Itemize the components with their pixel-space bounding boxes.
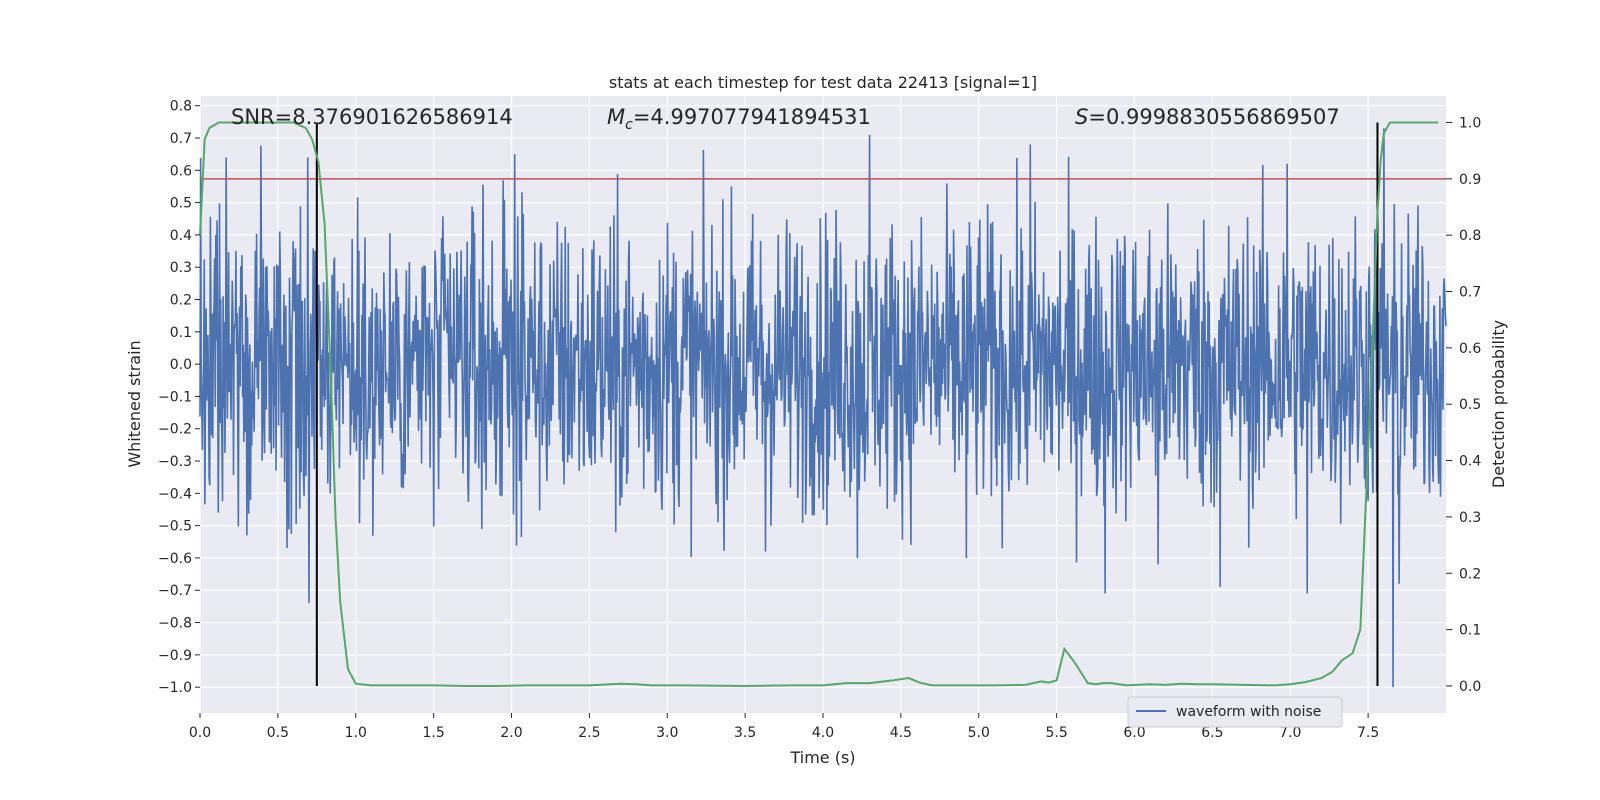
- y2-tick-label: 0.8: [1459, 228, 1481, 244]
- y-tick-label: 0.6: [170, 163, 192, 179]
- x-axis-label: Time (s): [789, 748, 855, 767]
- legend-entry-waveform: waveform with noise: [1176, 704, 1321, 720]
- y2-tick-label: 0.5: [1459, 397, 1481, 413]
- x-tick-label: 7.5: [1357, 725, 1379, 741]
- x-tick-label: 4.5: [890, 725, 912, 741]
- chirp-mass-subscript: c: [625, 117, 633, 133]
- chirp-mass-value: =4.997077941894531: [633, 105, 871, 129]
- x-tick-label: 3.5: [734, 725, 756, 741]
- x-tick-label: 2.0: [500, 725, 522, 741]
- y2-tick-label: 0.9: [1459, 172, 1481, 188]
- x-tick-label: 0.5: [267, 725, 289, 741]
- x-tick-label: 3.0: [656, 725, 678, 741]
- y2-tick-label: 0.1: [1459, 623, 1481, 639]
- y-tick-label: −1.0: [158, 680, 192, 696]
- chart-title: stats at each timestep for test data 224…: [609, 73, 1037, 92]
- y-tick-label: 0.0: [170, 357, 192, 373]
- y-tick-label: 0.3: [170, 260, 192, 276]
- legend: waveform with noise: [1127, 696, 1343, 728]
- waveform-with-noise-series: [199, 128, 1447, 688]
- y-tick-label: −0.1: [158, 389, 192, 405]
- waveform-path: [199, 128, 1447, 688]
- y2-tick-label: 0.6: [1459, 341, 1481, 357]
- y2-tick-label: 0.2: [1459, 566, 1481, 582]
- y2-tick-label: 0.4: [1459, 454, 1481, 470]
- score-value: =0.9998830556869507: [1088, 105, 1339, 129]
- y-tick-label: −0.9: [158, 648, 192, 664]
- y2-tick-label: 0.7: [1459, 285, 1481, 301]
- x-tick-label: 0.0: [189, 725, 211, 741]
- x-tick-label: 4.0: [812, 725, 834, 741]
- y2-tick-label: 0.0: [1459, 679, 1481, 695]
- score-annotation: S=0.9998830556869507: [1075, 105, 1340, 129]
- y-tick-label: 0.8: [170, 99, 192, 115]
- x-tick-label: 1.0: [345, 725, 367, 741]
- y2-axis-label: Detection probability: [1489, 320, 1508, 488]
- legend-box: [1127, 696, 1343, 728]
- x-axis-ticks: 0.0 0.5 1.0 1.5 2.0 2.5 3.0 3.5 4.0 4.5 5.0 5.5 6.0 6…: [189, 713, 1379, 741]
- y-tick-label: 0.4: [170, 228, 192, 244]
- y-tick-label: 0.7: [170, 131, 192, 147]
- score-symbol: S: [1075, 105, 1088, 129]
- y-tick-label: −0.7: [158, 583, 192, 599]
- chirp-mass-symbol: M: [607, 105, 625, 129]
- x-tick-label: 2.5: [578, 725, 600, 741]
- chirp-mass-annotation: Mc=4.997077941894531: [607, 105, 871, 133]
- y-tick-label: −0.6: [158, 551, 192, 567]
- x-tick-label: 5.0: [968, 725, 990, 741]
- detection-probability-line: [199, 121, 1439, 687]
- y-axis-label: Whitened strain: [125, 340, 144, 467]
- y-tick-label: 0.1: [170, 325, 192, 341]
- y-tick-label: 0.2: [170, 293, 192, 309]
- y-tick-label: −0.5: [158, 519, 192, 535]
- y-axis-ticks: −1.0 −0.9 −0.8 −0.7 −0.6 −0.5 −0.4 −0.3 −0.2 −0.1…: [158, 99, 200, 696]
- x-tick-label: 6.0: [1123, 725, 1145, 741]
- x-tick-label: 6.5: [1201, 725, 1223, 741]
- x-tick-label: 7.0: [1279, 725, 1301, 741]
- y2-tick-label: 1.0: [1459, 115, 1481, 131]
- y-tick-label: −0.4: [158, 486, 192, 502]
- y2-axis-ticks: 0.0 0.1 0.2 0.3 0.4 0.5 0.6 0.7 0.8 0.9 1.0: [1446, 115, 1481, 695]
- snr-annotation: SNR=8.376901626586914: [231, 105, 513, 129]
- y-tick-label: −0.8: [158, 616, 192, 632]
- x-tick-label: 1.5: [422, 725, 444, 741]
- x-tick-label: 5.5: [1045, 725, 1067, 741]
- y-tick-label: 0.5: [170, 196, 192, 212]
- y-tick-label: −0.2: [158, 422, 192, 438]
- y2-tick-label: 0.3: [1459, 510, 1481, 526]
- y-tick-label: −0.3: [158, 454, 192, 470]
